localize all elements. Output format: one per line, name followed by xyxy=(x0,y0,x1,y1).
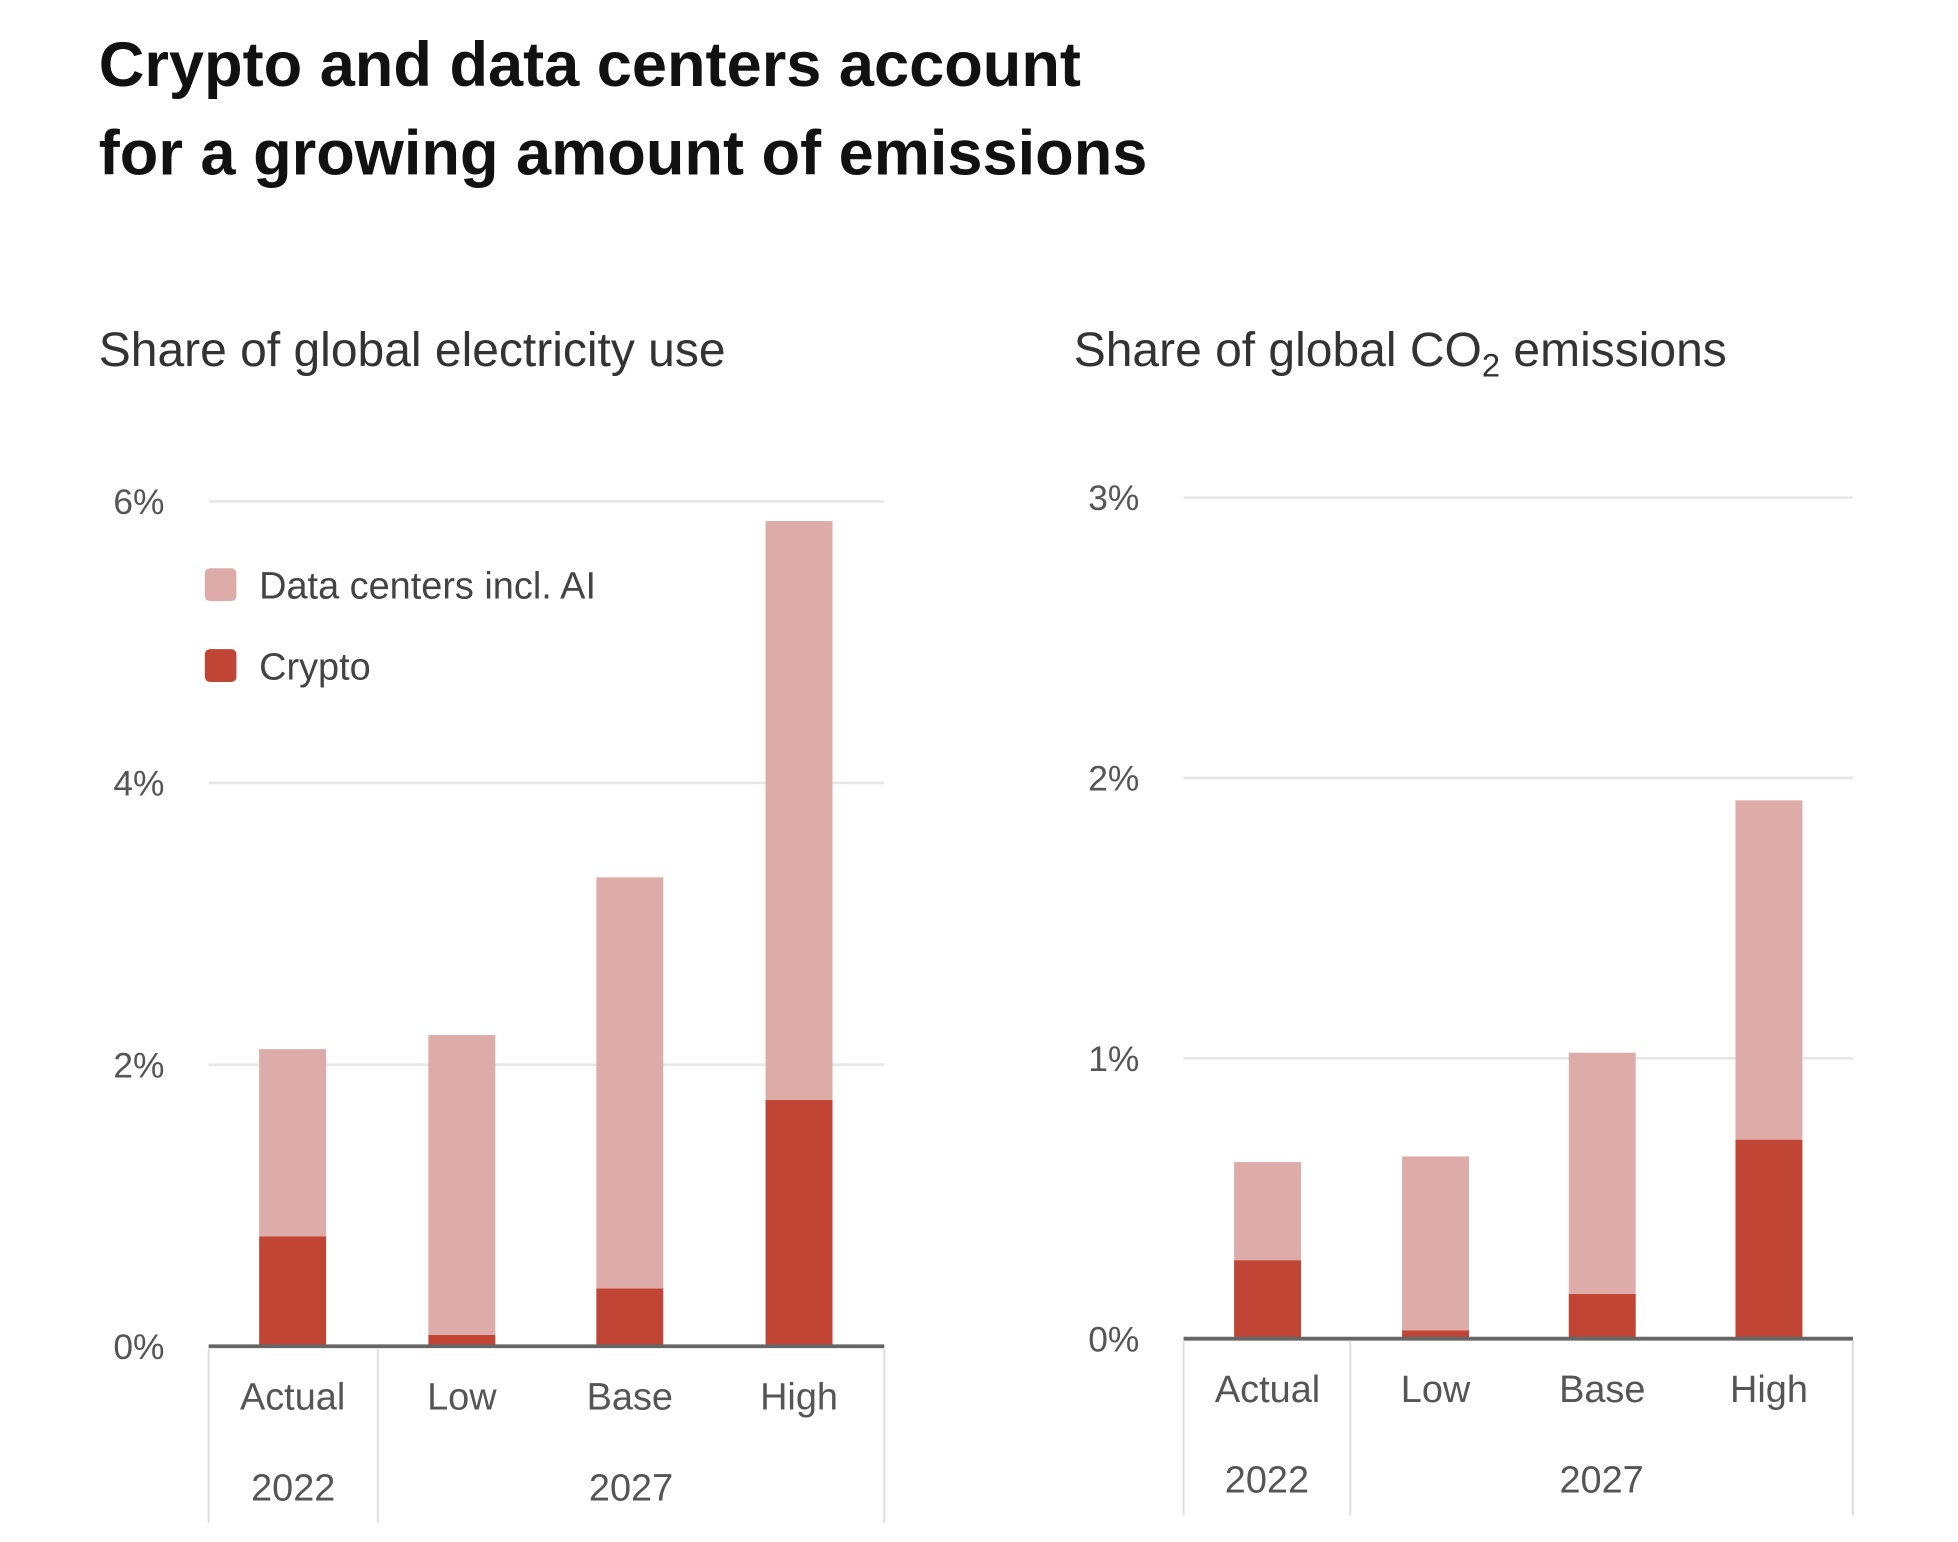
y-tick-label: 2% xyxy=(1088,760,1139,799)
bar-data-centers-base xyxy=(1568,1052,1636,1294)
bar-crypto-base xyxy=(1568,1293,1636,1339)
bar-data-centers-low xyxy=(1402,1156,1470,1331)
panel-title: Share of global CO2 emissions xyxy=(1074,324,1727,383)
legend-swatch-data-centers xyxy=(204,568,237,602)
x-tick-label: Actual xyxy=(240,1376,345,1418)
legend-label: Data centers incl. AI xyxy=(259,566,596,608)
x-tick-label: Actual xyxy=(1215,1369,1320,1411)
y-tick-label: 1% xyxy=(1088,1040,1139,1079)
bar-crypto-high xyxy=(765,1099,833,1347)
x-group-label: 2022 xyxy=(1225,1460,1309,1502)
bar-data-centers-high xyxy=(1735,800,1803,1140)
bar-crypto-low xyxy=(1402,1330,1470,1339)
bar-crypto-low xyxy=(428,1334,496,1347)
legend: Data centers incl. AI Crypto xyxy=(204,566,596,688)
bar-data-centers-base xyxy=(596,877,664,1289)
y-tick-label: 0% xyxy=(1088,1320,1139,1359)
chart-title-line-2: for a growing amount of emissions xyxy=(99,118,1148,188)
y-tick-label: 4% xyxy=(113,765,164,804)
y-tick-label: 0% xyxy=(113,1328,164,1367)
bar-data-centers-actual xyxy=(259,1049,327,1237)
panel-title: Share of global electricity use xyxy=(99,324,726,377)
legend-swatch-crypto xyxy=(204,649,237,682)
bar-crypto-actual xyxy=(259,1236,327,1347)
bar-data-centers-actual xyxy=(1234,1162,1302,1261)
bar-crypto-actual xyxy=(1234,1260,1302,1339)
bar-data-centers-high xyxy=(765,521,833,1100)
electricity-panel: Share of global electricity use 0% 2% 4% 6% A… xyxy=(99,324,886,1524)
x-tick-label: High xyxy=(760,1376,838,1418)
y-tick-label: 2% xyxy=(113,1046,164,1085)
x-group-label: 2027 xyxy=(589,1467,673,1509)
y-tick-label: 6% xyxy=(113,483,164,522)
x-group-label: 2027 xyxy=(1559,1460,1643,1502)
x-tick-label: Base xyxy=(1559,1369,1645,1411)
bar-data-centers-low xyxy=(428,1035,496,1335)
bar-crypto-base xyxy=(596,1288,664,1347)
bar-crypto-high xyxy=(1735,1139,1803,1339)
legend-label: Crypto xyxy=(259,646,371,688)
y-tick-label: 3% xyxy=(1088,479,1139,518)
x-tick-label: Low xyxy=(427,1376,497,1418)
chart-title-line-1: Crypto and data centers account xyxy=(99,30,1081,100)
x-tick-label: Low xyxy=(1401,1369,1471,1411)
x-tick-label: High xyxy=(1730,1369,1808,1411)
emissions-panel: Share of global CO2 emissions 0% 1% 2% 3% Act… xyxy=(1074,324,1854,1516)
x-group-label: 2022 xyxy=(251,1467,335,1509)
x-tick-label: Base xyxy=(587,1376,673,1418)
